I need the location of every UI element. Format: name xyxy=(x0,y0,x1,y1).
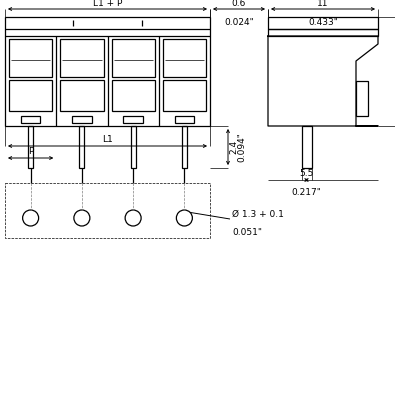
Bar xyxy=(9,39,52,77)
Bar xyxy=(5,183,210,238)
Text: 2.4: 2.4 xyxy=(229,140,238,154)
Text: 0.051": 0.051" xyxy=(232,228,262,237)
Text: P: P xyxy=(28,147,33,156)
Text: 0.094": 0.094" xyxy=(237,132,246,162)
Bar xyxy=(123,116,143,123)
Bar xyxy=(5,17,210,126)
Text: 11: 11 xyxy=(317,0,329,8)
Text: L1: L1 xyxy=(102,135,113,144)
Text: L1 + P: L1 + P xyxy=(93,0,122,8)
Bar xyxy=(60,80,103,111)
Text: 0.217": 0.217" xyxy=(292,188,322,197)
Bar xyxy=(175,116,194,123)
Bar xyxy=(21,116,40,123)
Bar xyxy=(28,126,33,168)
Text: 0.433": 0.433" xyxy=(308,18,338,27)
Bar xyxy=(182,126,187,168)
Bar xyxy=(79,126,85,168)
Bar xyxy=(163,39,206,77)
Bar xyxy=(131,126,135,168)
Bar xyxy=(9,80,52,111)
Bar xyxy=(301,126,312,168)
Bar xyxy=(111,80,155,111)
Bar xyxy=(268,29,378,36)
Bar xyxy=(60,39,103,77)
Bar xyxy=(356,81,368,116)
Text: Ø 1.3 + 0.1: Ø 1.3 + 0.1 xyxy=(232,210,284,219)
Text: 0.024": 0.024" xyxy=(224,18,254,27)
Text: 5.5: 5.5 xyxy=(299,169,314,178)
Bar xyxy=(268,17,378,29)
Bar xyxy=(163,80,206,111)
Bar xyxy=(72,116,92,123)
Bar xyxy=(111,39,155,77)
Text: 0.6: 0.6 xyxy=(232,0,246,8)
